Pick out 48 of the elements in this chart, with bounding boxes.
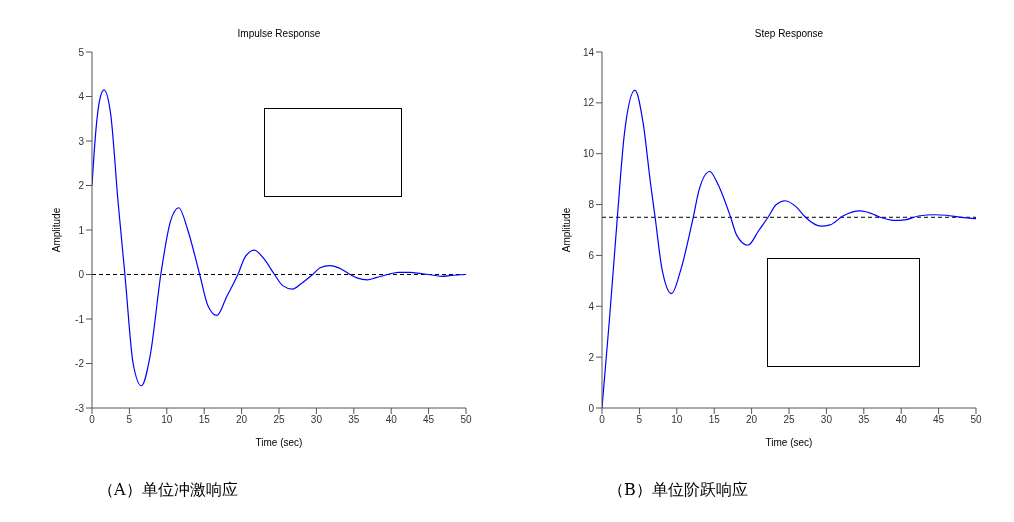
y-tick-label: 4 bbox=[78, 91, 85, 103]
y-tick-label: 5 bbox=[78, 46, 85, 58]
y-tick-label: 0 bbox=[588, 402, 595, 414]
x-tick-label: 35 bbox=[858, 414, 870, 426]
x-tick-label: 10 bbox=[161, 414, 173, 426]
y-tick-label: 0 bbox=[78, 269, 85, 281]
y-tick-label: 12 bbox=[582, 97, 595, 109]
y-tick-label: -3 bbox=[75, 402, 85, 414]
x-tick-label: 30 bbox=[310, 414, 323, 426]
y-tick-label: -2 bbox=[75, 358, 85, 370]
x-tick-label: 25 bbox=[273, 414, 285, 426]
chart-title: Impulse Response bbox=[236, 28, 322, 41]
y-tick-label: 10 bbox=[582, 148, 595, 160]
y-tick-label: 8 bbox=[588, 199, 595, 211]
x-tick-label: 35 bbox=[348, 414, 360, 426]
y-tick-label: 1 bbox=[78, 224, 85, 236]
text: （B）单位阶跃响应 bbox=[607, 480, 749, 501]
x-tick-label: 45 bbox=[933, 414, 945, 426]
x-tick-label: 0 bbox=[599, 414, 606, 426]
x-axis-title: Time (sec) bbox=[765, 437, 813, 448]
y-tick-label: 2 bbox=[78, 180, 85, 192]
y-tick-label: 14 bbox=[582, 46, 595, 58]
x-tick-label: 5 bbox=[636, 414, 643, 426]
x-tick-label: 40 bbox=[895, 414, 908, 426]
y-tick-label: 2 bbox=[588, 351, 595, 363]
y-tick-label: 4 bbox=[588, 300, 595, 312]
text: （A）单位冲激响应 bbox=[97, 480, 239, 501]
x-tick-label: 5 bbox=[126, 414, 133, 426]
y-tick-label: -1 bbox=[75, 313, 85, 325]
x-tick-label: 15 bbox=[708, 414, 721, 426]
y-tick-label: 6 bbox=[588, 249, 595, 261]
x-tick-label: 20 bbox=[746, 414, 758, 426]
x-tick-label: 15 bbox=[198, 414, 211, 426]
chart-title: Step Response bbox=[753, 28, 825, 41]
x-axis-title: Time (sec) bbox=[255, 437, 303, 448]
y-axis-title: Amplitude bbox=[50, 207, 62, 253]
line-series bbox=[92, 89, 466, 387]
x-tick-label: 0 bbox=[89, 414, 96, 426]
x-tick-label: 30 bbox=[820, 414, 833, 426]
x-tick-label: 40 bbox=[385, 414, 398, 426]
x-tick-label: 50 bbox=[970, 414, 982, 426]
x-tick-label: 45 bbox=[423, 414, 435, 426]
x-tick-label: 10 bbox=[671, 414, 683, 426]
y-axis-title: Amplitude bbox=[560, 207, 572, 253]
x-tick-label: 25 bbox=[783, 414, 795, 426]
x-tick-label: 20 bbox=[236, 414, 248, 426]
x-tick-label: 50 bbox=[460, 414, 472, 426]
y-tick-label: 3 bbox=[78, 135, 85, 147]
